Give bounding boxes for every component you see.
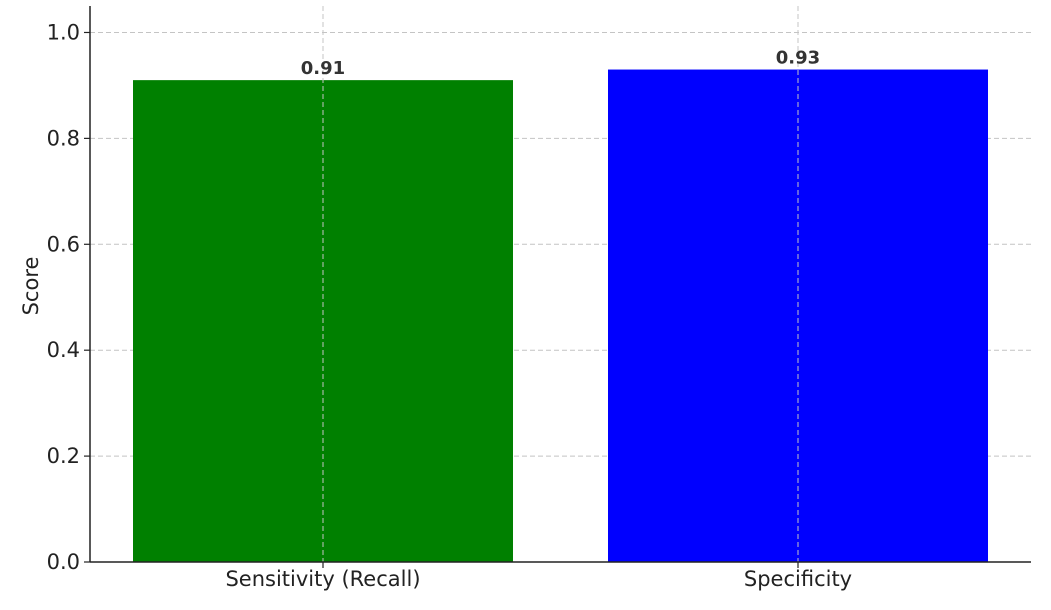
y-tick-label: 0.8: [47, 126, 80, 150]
y-tick-label: 0.0: [47, 550, 80, 574]
label-layer: 0.0 0.2 0.4 0.6 0.8 1.0 0.91 Sensitivity (Recal…: [47, 20, 853, 591]
y-axis-label: Score: [19, 257, 43, 316]
y-tick-label: 0.2: [47, 444, 80, 468]
axis-layer: [84, 6, 1031, 568]
y-tick-label: 1.0: [47, 20, 80, 44]
bar-layer: [133, 69, 988, 563]
x-tick-label: Specificity: [744, 567, 852, 591]
vertical-grid-layer: [322, 6, 799, 562]
y-tick-label: 0.6: [47, 232, 80, 256]
y-tick-label: 0.4: [47, 338, 80, 362]
bar-data-label: 0.91: [301, 58, 345, 79]
bar-data-label: 0.93: [776, 48, 820, 69]
x-tick-label: Sensitivity (Recall): [225, 567, 420, 591]
